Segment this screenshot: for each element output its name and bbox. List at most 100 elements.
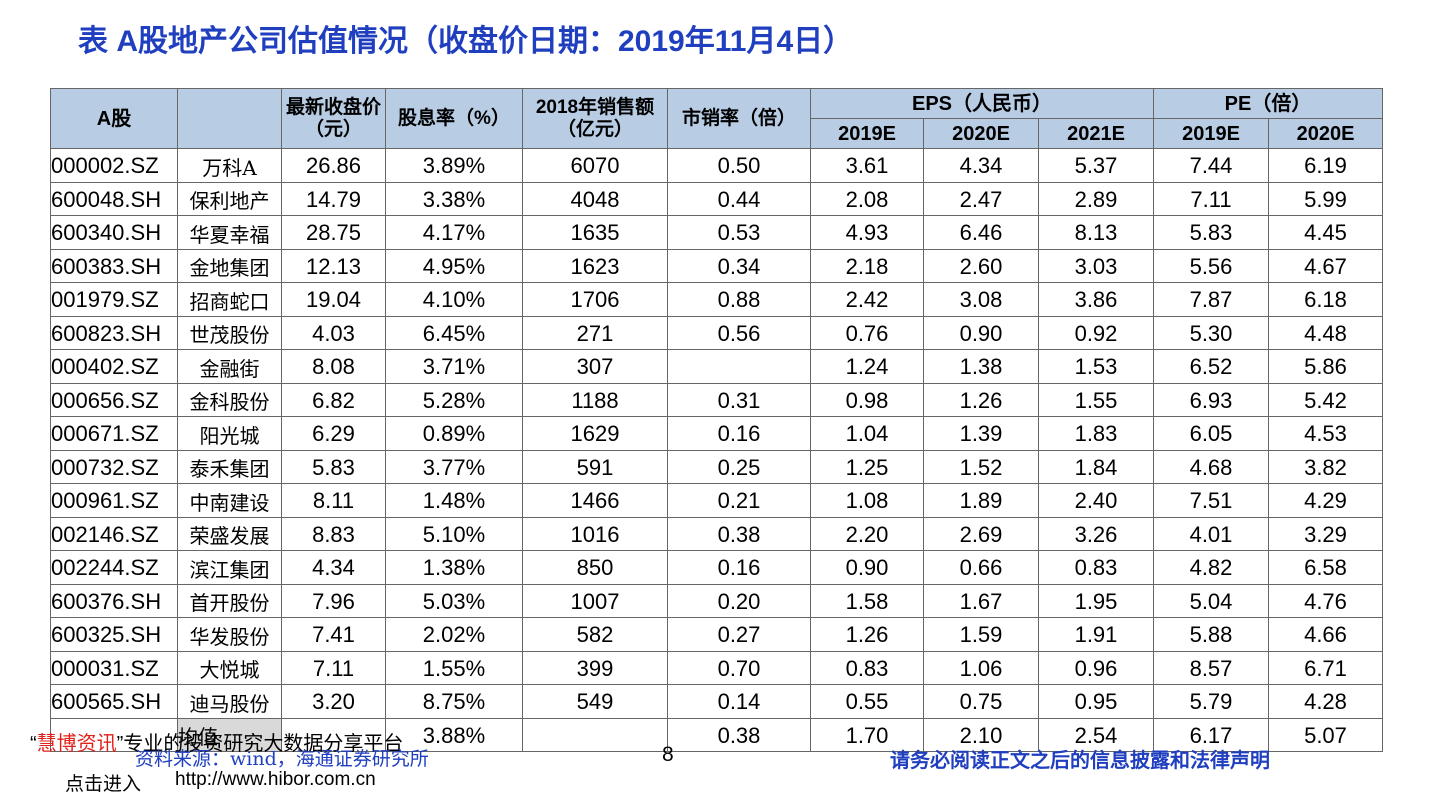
table-cell: 2.10 (923, 717, 1039, 752)
table-cell: 0.83 (810, 650, 924, 685)
table-row: 600340.SH 华夏幸福 28.75 4.17% 1635 0.53 4.93 6.46 8… (50, 215, 1383, 250)
table-cell: 1.38 (923, 349, 1039, 384)
table-cell: 14.79 (281, 181, 386, 216)
table-cell: 3.20 (281, 684, 386, 719)
table-cell: 5.88 (1153, 617, 1269, 652)
table-cell: 5.83 (281, 449, 386, 484)
table-cell: 6070 (522, 148, 668, 183)
table-cell: 3.08 (923, 282, 1039, 317)
table-cell: 600383.SH (50, 248, 178, 283)
table-cell: 4.48 (1268, 315, 1383, 350)
text: “ (30, 733, 37, 755)
table-cell: 271 (522, 315, 668, 350)
table-cell: 0.98 (810, 382, 924, 417)
header-cell: 2019E (1153, 118, 1269, 149)
table-cell: 3.86 (1038, 282, 1154, 317)
table-cell: 0.20 (667, 583, 811, 618)
table-cell: 4.67 (1268, 248, 1383, 283)
table-cell: 2.08 (810, 181, 924, 216)
table-cell: 0.95 (1038, 684, 1154, 719)
table-cell: 6.17 (1153, 717, 1269, 752)
table-cell: 2.60 (923, 248, 1039, 283)
table-cell: 2.20 (810, 516, 924, 551)
table-cell: 5.30 (1153, 315, 1269, 350)
table-cell: 4.68 (1153, 449, 1269, 484)
table-row: 000671.SZ 阳光城 6.29 0.89% 1629 0.16 1.04 1.39 1.8… (50, 416, 1383, 451)
table-cell: 3.61 (810, 148, 924, 183)
table-cell: 6.71 (1268, 650, 1383, 685)
table-row: 002146.SZ 荣盛发展 8.83 5.10% 1016 0.38 2.20 2.69 3.… (50, 516, 1383, 551)
table-cell: 5.42 (1268, 382, 1383, 417)
table-cell: 3.03 (1038, 248, 1154, 283)
table-cell: 4.03 (281, 315, 386, 350)
url[interactable]: http://www.hibor.com.cn (175, 769, 376, 790)
table-cell: 26.86 (281, 148, 386, 183)
table-cell: 6.05 (1153, 416, 1269, 451)
table-row: 600383.SH 金地集团 12.13 4.95% 1623 0.34 2.18 2.60 3… (50, 248, 1383, 283)
header-cell: 2019E (810, 118, 924, 149)
table-cell: 1007 (522, 583, 668, 618)
header-cell: 2021E (1038, 118, 1154, 149)
table-cell: 1.53 (1038, 349, 1154, 384)
table-cell: 0.38 (667, 516, 811, 551)
table-cell: 600376.SH (50, 583, 178, 618)
table-cell: 1.83 (1038, 416, 1154, 451)
table-cell: 8.11 (281, 483, 386, 518)
table-cell: 1706 (522, 282, 668, 317)
table-row: 600048.SH 保利地产 14.79 3.38% 4048 0.44 2.08 2.47 2… (50, 181, 1383, 216)
table-cell: 3.29 (1268, 516, 1383, 551)
table-cell: 850 (522, 550, 668, 585)
table-cell: 5.07 (1268, 717, 1383, 752)
table-cell: 5.99 (1268, 181, 1383, 216)
table-cell: 4.10% (385, 282, 523, 317)
header-cell: 最新收盘价（元） (281, 88, 386, 149)
table-cell: 0.96 (1038, 650, 1154, 685)
table-cell: 2.69 (923, 516, 1039, 551)
table-cell: 金融街 (177, 349, 282, 384)
source: 资料来源：wind，海通证券研究所 (135, 748, 429, 770)
table-cell: 000002.SZ (50, 148, 178, 183)
table-cell: 1.06 (923, 650, 1039, 685)
table-row: 600376.SH 首开股份 7.96 5.03% 1007 0.20 1.58 1.67 1.… (50, 583, 1383, 618)
table-cell: 4.28 (1268, 684, 1383, 719)
table-cell: 6.29 (281, 416, 386, 451)
table-cell: 0.31 (667, 382, 811, 417)
table-cell: 5.04 (1153, 583, 1269, 618)
table-cell: 600565.SH (50, 684, 178, 719)
table-cell: 3.77% (385, 449, 523, 484)
table-cell: 0.53 (667, 215, 811, 250)
table-cell: 1.24 (810, 349, 924, 384)
table-cell: 582 (522, 617, 668, 652)
table-cell: 万科A (177, 148, 282, 183)
table-cell: 华夏幸福 (177, 215, 282, 250)
table-cell: 6.46 (923, 215, 1039, 250)
brand-line: “慧博资讯”专业的投资研究大数据分享平台 (30, 727, 403, 756)
header-cell: 2020E (1268, 118, 1383, 149)
table-cell: 0.50 (667, 148, 811, 183)
table-cell (522, 717, 668, 752)
table-row: 均值 3.88% 0.38 1.70 2.10 2.54 6.17 5.07 (50, 717, 1383, 752)
table-body: 000002.SZ 万科A 26.86 3.89% 6070 0.50 3.61 4.34 5.… (50, 148, 1383, 752)
table-cell: 4.29 (1268, 483, 1383, 518)
table-cell: 8.83 (281, 516, 386, 551)
table-cell: 000402.SZ (50, 349, 178, 384)
table-cell: 1.67 (923, 583, 1039, 618)
table-cell: 1.91 (1038, 617, 1154, 652)
table-cell: 7.87 (1153, 282, 1269, 317)
table-cell: 金科股份 (177, 382, 282, 417)
table-cell: 1188 (522, 382, 668, 417)
table-cell: 0.55 (810, 684, 924, 719)
table-cell: 阳光城 (177, 416, 282, 451)
table-cell: 0.16 (667, 550, 811, 585)
table-cell: 8.75% (385, 684, 523, 719)
table-cell: 2.18 (810, 248, 924, 283)
table-cell: 4.95% (385, 248, 523, 283)
table-cell: 1.95 (1038, 583, 1154, 618)
table-cell: 5.03% (385, 583, 523, 618)
table-cell: 2.42 (810, 282, 924, 317)
table-cell: 28.75 (281, 215, 386, 250)
table-cell: 2.47 (923, 181, 1039, 216)
table-cell (667, 349, 811, 384)
table-cell: 5.79 (1153, 684, 1269, 719)
table-cell: 3.26 (1038, 516, 1154, 551)
